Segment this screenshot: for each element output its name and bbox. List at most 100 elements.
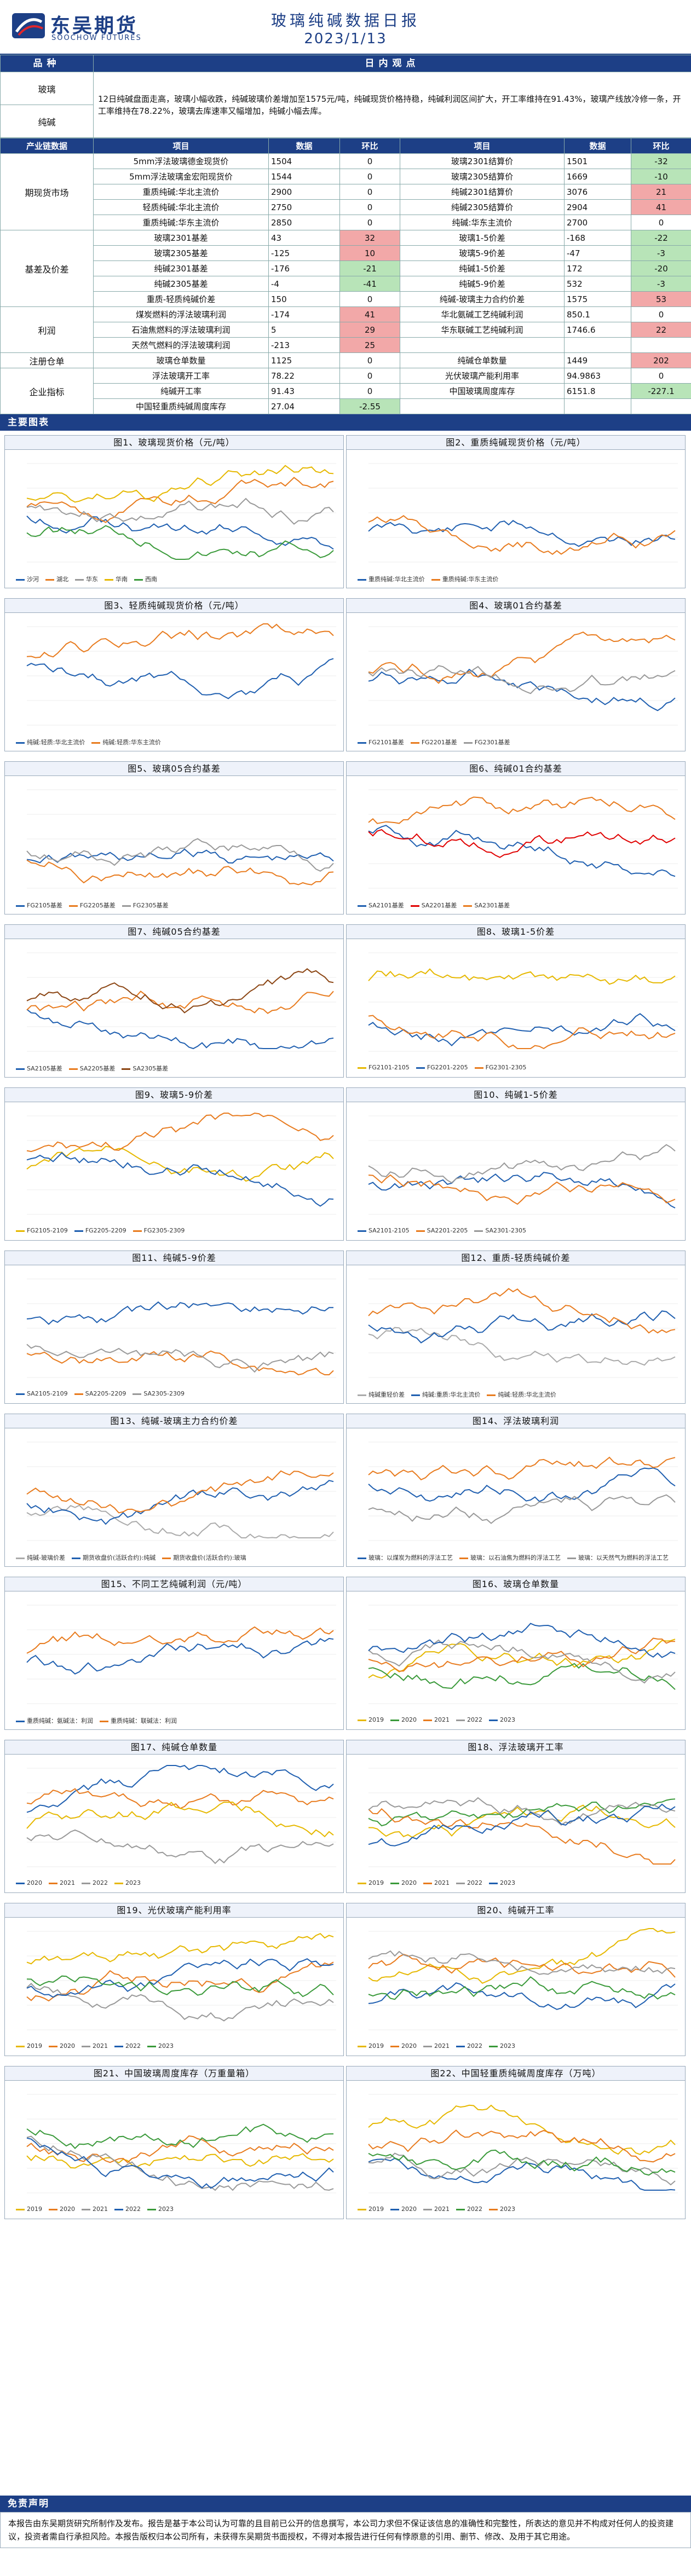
- chart-legend: 2019 2020 2021 2022 2023: [358, 2205, 675, 2213]
- series-line: [368, 1797, 676, 1826]
- table-row: 中国轻重质纯碱周度库存 27.04 -2.55: [1, 398, 691, 414]
- chart-plot: [26, 1278, 336, 1378]
- series-line: [368, 2152, 676, 2186]
- value-cell: 1669: [564, 169, 631, 184]
- series-line: [26, 1801, 334, 1838]
- chart-legend: 玻璃：以煤炭为燃料的浮法工艺 玻璃：以石油焦为燃料的浮法工艺 玻璃：以天然气为燃料的…: [358, 1553, 675, 1562]
- legend-swatch: [411, 1394, 420, 1396]
- item-cell: 玻璃仓单数量: [93, 352, 269, 368]
- change-cell: -32: [631, 153, 691, 169]
- legend-swatch: [390, 1882, 399, 1884]
- disclaimer-text: 本报告由东吴期货研究所制作及发布。报告是基于本公司认为可靠的且目前已公开的信息撰…: [0, 2512, 691, 2548]
- legend-swatch: [358, 905, 366, 907]
- item-cell: 纯碱1-5价差: [400, 261, 565, 276]
- table-row: 企业指标 浮法玻璃开工率 78.22 0 光伏玻璃产能利用率 94.9863 0: [0, 368, 691, 414]
- chart-panel: 图11、纯碱5-9价差 SA2105-2109 SA2205-2209 SA2305-…: [4, 1251, 344, 1404]
- series-line: [26, 1958, 334, 1998]
- value-cell: 1575: [564, 291, 631, 307]
- legend-item: SA2305基差: [122, 1065, 168, 1072]
- legend-swatch: [16, 742, 25, 744]
- chart-legend: 2019 2020 2021 2022 2023: [358, 2042, 675, 2050]
- series-line: [26, 2123, 334, 2150]
- value-cell: 532: [564, 276, 631, 292]
- series-line: [368, 1456, 676, 1481]
- legend-swatch: [16, 2045, 25, 2047]
- value-cell: 78.22: [268, 368, 340, 384]
- item-cell: 中国玻璃周度库存: [400, 383, 565, 399]
- legend-item: FG2201-2205: [416, 1064, 468, 1071]
- legend-item: FG2105基差: [16, 902, 62, 909]
- legend-item: 2023: [147, 2042, 174, 2050]
- item-cell: 华北氨碱工艺纯碱利润: [400, 306, 565, 322]
- item-cell: 玻璃2301结算价: [400, 153, 565, 169]
- chart-plot: [368, 789, 678, 889]
- legend-item: 2021: [423, 2042, 450, 2050]
- table-header-row: 产业链数据 项目 数据 环比 项目 数据 环比: [0, 138, 691, 154]
- legend-swatch: [489, 2045, 498, 2047]
- series-line: [368, 1015, 676, 1050]
- change-cell: 41: [631, 199, 691, 215]
- chart-panel: 图19、光伏玻璃产能利用率 2019 2020 2021 2022 2023: [4, 1903, 344, 2056]
- value-cell: 2750: [268, 199, 340, 215]
- change-cell: -2.55: [339, 398, 400, 414]
- legend-item: 玻璃：以天然气为燃料的浮法工艺: [567, 1554, 669, 1561]
- series-line: [368, 2149, 676, 2176]
- chart-title: 图1、玻璃现货价格（元/吨）: [5, 436, 343, 450]
- category-cell: 期现货市场: [0, 153, 94, 230]
- legend-swatch: [410, 742, 419, 744]
- value-cell: 3076: [564, 184, 631, 200]
- chart-legend: FG2105-2109 FG2205-2209 FG2305-2309: [16, 1227, 333, 1234]
- item-cell: 玻璃2305基差: [93, 245, 269, 261]
- value-cell: -176: [268, 261, 340, 276]
- series-line: [368, 665, 676, 694]
- category-cell: 注册仓单: [0, 352, 94, 368]
- legend-item: FG2201基差: [410, 739, 457, 746]
- chart-plot: [368, 463, 678, 563]
- legend-item: 纯碱-玻璃价差: [16, 1554, 65, 1561]
- chart-legend: 纯碱重轻价差 纯碱:重质:华北主流价 纯碱:轻质:华北主流价: [358, 1390, 675, 1399]
- series-line: [368, 2157, 676, 2191]
- change-cell: 0: [339, 368, 400, 384]
- legend-item: 2019: [16, 2205, 42, 2213]
- legend-swatch: [358, 2208, 366, 2210]
- chart-title: 图20、纯碱开工率: [347, 1903, 685, 1918]
- item-cell: 石油焦燃料的浮法玻璃利润: [93, 322, 269, 338]
- chart-legend: 纯碱:轻质:华北主流价 纯碱:轻质:华东主流价: [16, 738, 333, 746]
- chart-title: 图2、重质纯碱现货价格（元/吨）: [347, 436, 685, 450]
- legend-swatch: [431, 578, 440, 581]
- legend-item: 2023: [489, 1716, 515, 1723]
- value-cell: 27.04: [268, 398, 340, 414]
- value-cell: -125: [268, 245, 340, 261]
- series-line: [26, 2135, 334, 2163]
- legend-swatch: [122, 1068, 131, 1070]
- legend-swatch: [390, 2045, 399, 2047]
- chart-title: 图10、纯碱1-5价差: [347, 1088, 685, 1102]
- item-cell: 纯碱-玻璃主力合约价差: [400, 291, 565, 307]
- series-line: [368, 1798, 676, 1827]
- chart-legend: 纯碱-玻璃价差 期货收盘价(活跃合约):纯碱 期货收盘价(活跃合约):玻璃: [16, 1553, 333, 1562]
- chart-panel: 图1、玻璃现货价格（元/吨） 沙河 湖北 华东 华南 西南: [4, 435, 344, 588]
- legend-item: FG2105-2109: [16, 1227, 68, 1234]
- series-line: [368, 1808, 676, 1865]
- legend-swatch: [162, 1557, 171, 1559]
- legend-item: SA2205-2209: [74, 1390, 126, 1397]
- series-line: [26, 1626, 334, 1654]
- table-row: 纯碱2305基差 -4 -41 纯碱5-9价差 532 -3: [1, 276, 691, 292]
- legend-swatch: [463, 905, 473, 907]
- series-line: [368, 1982, 676, 2010]
- chart-legend: SA2105基差 SA2205基差 SA2305基差: [16, 1064, 333, 1073]
- industry-data-table: 产业链数据 项目 数据 环比 项目 数据 环比 期现货市场 5mm浮法玻璃德金现货价 1504 0…: [0, 138, 691, 414]
- chart-title: 图4、玻璃01合约基差: [347, 599, 685, 613]
- legend-item: 期货收盘价(活跃合约):纯碱: [71, 1554, 156, 1561]
- change-cell: 0: [339, 153, 400, 169]
- legend-item: 2021: [82, 2042, 108, 2050]
- chart-legend: SA2105-2109 SA2205-2209 SA2305-2309: [16, 1390, 333, 1397]
- change-cell: -3: [631, 245, 691, 261]
- series-line: [26, 1982, 334, 2022]
- legend-swatch: [68, 905, 78, 907]
- series-line: [368, 520, 676, 547]
- series-line: [26, 497, 334, 525]
- legend-swatch: [71, 1557, 80, 1559]
- series-line: [26, 1975, 334, 1998]
- item-cell: 天然气燃料的浮法玻璃利润: [93, 337, 269, 353]
